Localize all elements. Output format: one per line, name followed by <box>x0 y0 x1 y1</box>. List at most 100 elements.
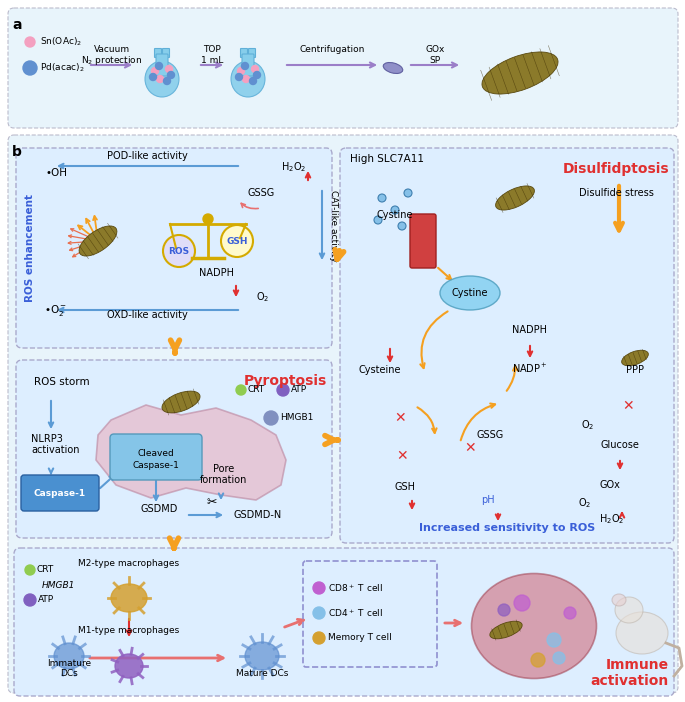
Text: PPP: PPP <box>626 365 644 375</box>
Ellipse shape <box>622 350 648 366</box>
Text: ROS enhancement: ROS enhancement <box>25 194 35 302</box>
Text: Immune
activation: Immune activation <box>590 658 669 688</box>
Text: M1-type macrophages: M1-type macrophages <box>78 626 179 635</box>
Circle shape <box>404 189 412 197</box>
Ellipse shape <box>115 654 143 678</box>
Text: ✕: ✕ <box>464 441 476 455</box>
Text: O$_2$: O$_2$ <box>578 496 592 510</box>
Text: Cleaved: Cleaved <box>138 449 175 458</box>
Ellipse shape <box>145 61 179 97</box>
Ellipse shape <box>615 597 643 623</box>
Text: HMGB1: HMGB1 <box>42 581 75 590</box>
Circle shape <box>249 77 256 84</box>
Text: a: a <box>12 18 21 32</box>
Circle shape <box>236 385 246 395</box>
Circle shape <box>23 61 37 75</box>
Text: Immature
DCs: Immature DCs <box>47 658 91 678</box>
Circle shape <box>221 225 253 257</box>
Text: OXD-like activity: OXD-like activity <box>107 310 188 320</box>
Circle shape <box>253 72 260 79</box>
Ellipse shape <box>162 391 200 413</box>
Circle shape <box>313 632 325 644</box>
Text: 1 mL: 1 mL <box>201 56 223 65</box>
Text: Cystine: Cystine <box>451 288 488 298</box>
Circle shape <box>553 652 565 664</box>
Text: GSDMD: GSDMD <box>140 504 177 514</box>
Text: Pore: Pore <box>213 464 235 474</box>
Text: Cystine: Cystine <box>377 210 413 220</box>
Text: Sn(OAc)$_2$: Sn(OAc)$_2$ <box>40 36 82 48</box>
Ellipse shape <box>111 584 147 612</box>
Text: Cysteine: Cysteine <box>359 365 401 375</box>
FancyBboxPatch shape <box>155 48 162 58</box>
Text: GSH: GSH <box>226 237 248 246</box>
Text: N$_2$ protection: N$_2$ protection <box>82 54 142 67</box>
Ellipse shape <box>231 61 265 97</box>
Text: Glucose: Glucose <box>601 440 639 450</box>
Circle shape <box>166 65 173 72</box>
Text: High SLC7A11: High SLC7A11 <box>350 154 424 164</box>
Text: NADPH: NADPH <box>512 325 547 335</box>
PathPatch shape <box>96 405 286 500</box>
Text: GSSG: GSSG <box>476 430 503 440</box>
FancyBboxPatch shape <box>242 54 254 76</box>
Circle shape <box>164 77 171 84</box>
Circle shape <box>24 594 36 606</box>
Circle shape <box>156 76 164 83</box>
Circle shape <box>264 411 278 425</box>
Ellipse shape <box>440 276 500 310</box>
Ellipse shape <box>245 642 279 670</box>
Text: CD4$^+$ T cell: CD4$^+$ T cell <box>328 607 383 619</box>
FancyBboxPatch shape <box>8 135 678 693</box>
Text: H$_2$O$_2$: H$_2$O$_2$ <box>599 512 625 526</box>
Circle shape <box>547 633 561 647</box>
Text: ATP: ATP <box>38 595 54 604</box>
Circle shape <box>564 607 576 619</box>
Circle shape <box>25 37 35 47</box>
FancyBboxPatch shape <box>21 475 99 511</box>
Text: TOP: TOP <box>203 45 221 54</box>
Text: CRT: CRT <box>37 566 54 574</box>
Text: •OH: •OH <box>46 168 68 178</box>
Text: Caspase-1: Caspase-1 <box>133 461 179 470</box>
Text: b: b <box>12 145 22 159</box>
Text: pH: pH <box>481 495 495 505</box>
Text: SP: SP <box>429 56 440 65</box>
Circle shape <box>374 216 382 224</box>
Circle shape <box>238 67 245 74</box>
Text: O$_2$: O$_2$ <box>256 290 269 304</box>
Text: Increased sensitivity to ROS: Increased sensitivity to ROS <box>419 523 595 533</box>
Circle shape <box>242 76 249 83</box>
FancyBboxPatch shape <box>156 54 168 76</box>
Text: GSSG: GSSG <box>247 188 275 198</box>
Text: O$_2$: O$_2$ <box>582 418 595 432</box>
Ellipse shape <box>383 62 403 74</box>
Text: ATP: ATP <box>291 385 307 395</box>
Text: ✂: ✂ <box>207 496 217 508</box>
FancyBboxPatch shape <box>340 148 674 543</box>
Text: Pd(acac)$_2$: Pd(acac)$_2$ <box>40 62 84 74</box>
Circle shape <box>163 235 195 267</box>
Circle shape <box>277 384 289 396</box>
Circle shape <box>151 67 158 74</box>
Text: •O$_2^-$: •O$_2^-$ <box>44 303 67 318</box>
Text: Caspase-1: Caspase-1 <box>34 489 86 498</box>
Text: Disulfide stress: Disulfide stress <box>579 188 654 198</box>
Text: activation: activation <box>31 445 79 455</box>
Text: Pyroptosis: Pyroptosis <box>244 374 327 388</box>
FancyBboxPatch shape <box>8 8 678 128</box>
Text: H$_2$O$_2$: H$_2$O$_2$ <box>282 160 307 174</box>
Circle shape <box>251 65 258 72</box>
Text: CD8$^+$ T cell: CD8$^+$ T cell <box>328 582 383 594</box>
FancyBboxPatch shape <box>249 48 256 58</box>
Text: Memory T cell: Memory T cell <box>328 633 392 642</box>
Ellipse shape <box>79 226 117 256</box>
Text: NADPH: NADPH <box>199 268 234 278</box>
Text: Centrifugation: Centrifugation <box>299 45 364 54</box>
Ellipse shape <box>54 643 84 669</box>
Text: GSDMD-N: GSDMD-N <box>234 510 282 520</box>
Circle shape <box>168 72 175 79</box>
Circle shape <box>514 595 530 611</box>
Text: HMGB1: HMGB1 <box>280 413 313 423</box>
Circle shape <box>498 604 510 616</box>
